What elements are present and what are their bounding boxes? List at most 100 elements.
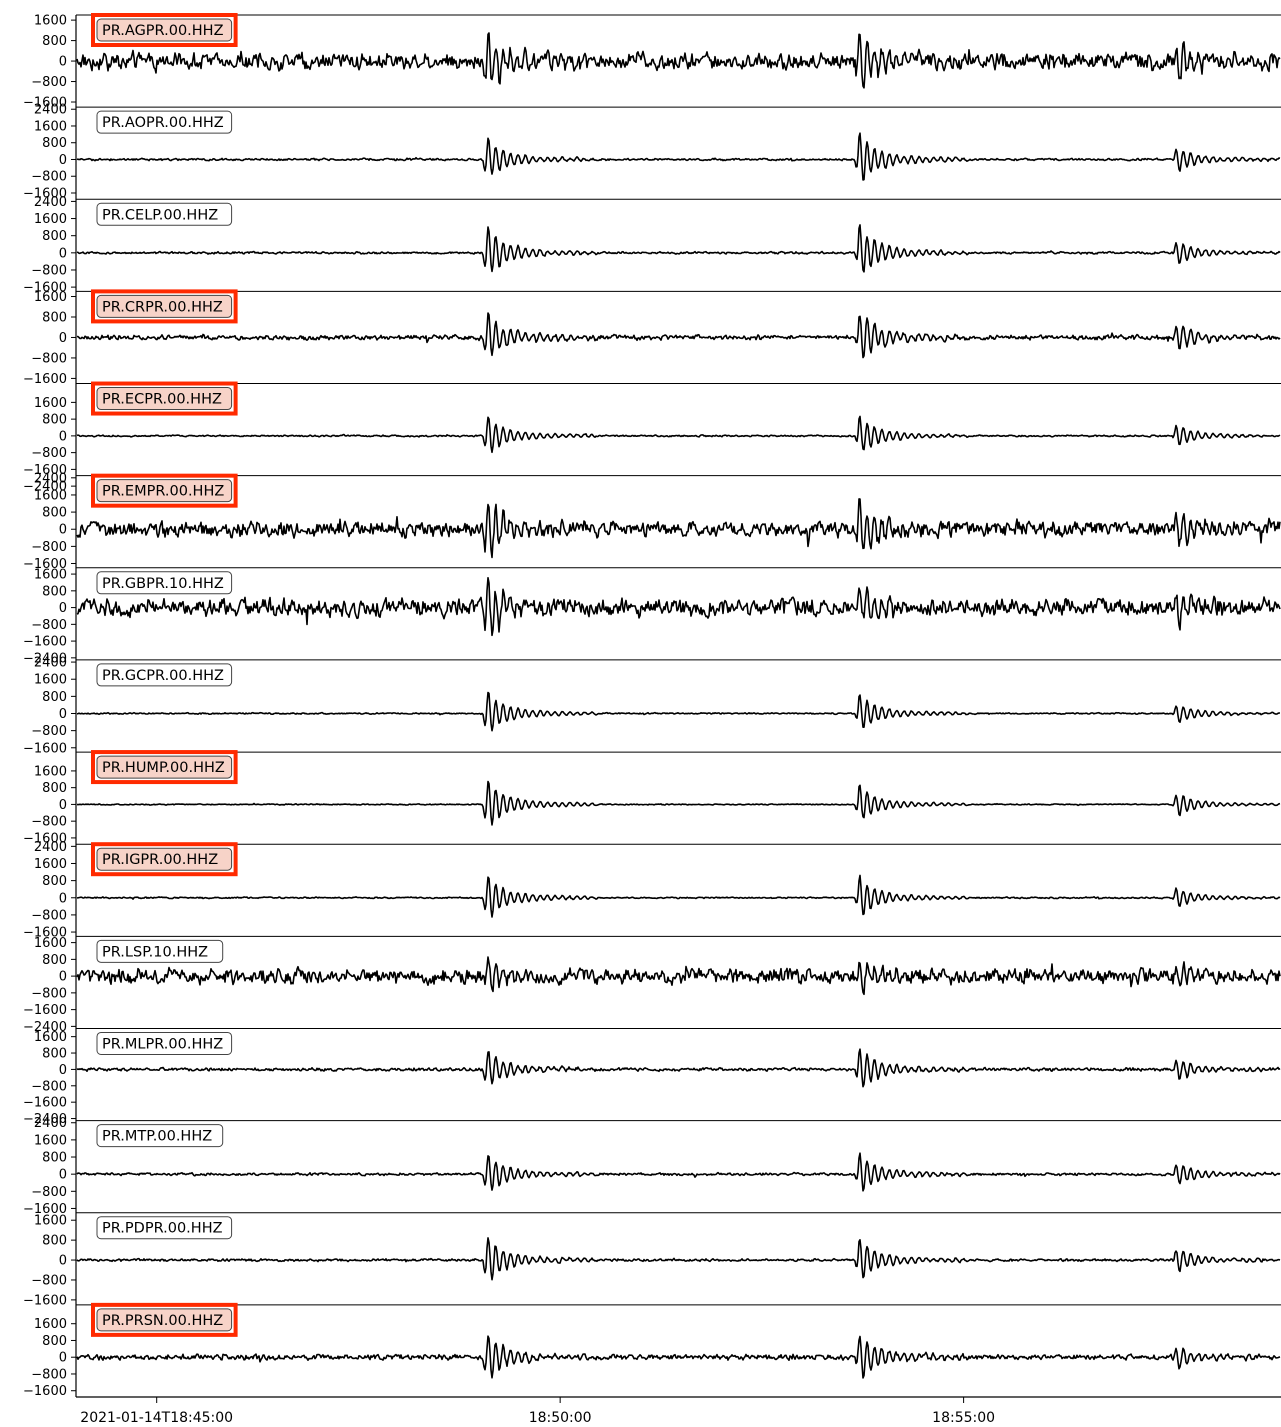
y-tick-label: −1600 xyxy=(23,557,67,572)
y-tick-label: 800 xyxy=(42,506,67,521)
y-tick-label: −1600 xyxy=(23,635,67,650)
y-tick-label: 1600 xyxy=(34,1317,67,1332)
station-label: PR.CRPR.00.HHZ xyxy=(102,299,223,315)
y-tick-label: 1600 xyxy=(34,212,67,227)
y-tick-label: −2400 xyxy=(23,1112,67,1127)
y-tick-label: 0 xyxy=(59,970,67,985)
y-tick-label: 1600 xyxy=(34,568,67,583)
y-tick-label: −800 xyxy=(31,170,67,185)
trace-panel: 1600 800 0−800 −1600 −2400 PR.LSP.10.HHZ xyxy=(23,935,1281,1035)
y-tick-label: 2400 xyxy=(34,471,67,486)
y-tick-label: −800 xyxy=(31,1273,67,1288)
station-label-box xyxy=(96,755,233,779)
y-tick-label: 1600 xyxy=(34,764,67,779)
y-tick-label: 800 xyxy=(42,1151,67,1166)
station-label: PR.CELP.00.HHZ xyxy=(102,207,218,223)
y-tick-label: 800 xyxy=(42,874,67,889)
y-tick-label: 1600 xyxy=(34,936,67,951)
y-tick-label: 800 xyxy=(42,34,67,49)
y-tick-label: 800 xyxy=(42,136,67,151)
trace-panel: 2400 1600 800 0 −800 −1600 PR.MTP.00.HHZ xyxy=(23,1116,1281,1217)
highlight-box xyxy=(91,381,238,416)
station-label: PR.PRSN.00.HHZ xyxy=(102,1313,223,1329)
y-tick-label: −800 xyxy=(31,986,67,1001)
y-tick-label: 800 xyxy=(42,690,67,705)
x-tick-label: 2021-01-14T18:45:00 xyxy=(80,1410,233,1426)
highlight-box xyxy=(91,842,238,877)
station-label-box xyxy=(96,939,224,963)
y-tick-label: −1600 xyxy=(23,1202,67,1217)
y-tick-label: −800 xyxy=(31,263,67,278)
y-tick-label: 800 xyxy=(42,1234,67,1249)
y-tick-label: −2400 xyxy=(23,651,67,666)
station-label-box xyxy=(96,479,233,503)
y-tick-label: −800 xyxy=(31,1185,67,1200)
y-tick-label: −800 xyxy=(31,815,67,830)
y-tick-label: −2400 xyxy=(23,480,67,495)
y-tick-label: −1600 xyxy=(23,463,67,478)
y-tick-label: 800 xyxy=(42,953,67,968)
y-tick-label: 1600 xyxy=(34,396,67,411)
waveform-trace xyxy=(76,1335,1281,1379)
y-tick-label: 2400 xyxy=(34,103,67,118)
station-label: PR.MLPR.00.HHZ xyxy=(102,1036,223,1052)
y-tick-label: −800 xyxy=(31,446,67,461)
y-tick-label: −1600 xyxy=(23,741,67,756)
trace-panel: 1600 800 0 −800−1600 PR.HUMP.00.HHZ xyxy=(23,750,1281,846)
y-tick-label: −1600 xyxy=(23,1293,67,1308)
station-label: PR.EMPR.00.HHZ xyxy=(102,484,224,500)
waveform-trace xyxy=(77,780,1281,826)
y-tick-label: 1600 xyxy=(34,1214,67,1229)
y-tick-label: 800 xyxy=(42,781,67,796)
y-tick-label: 0 xyxy=(59,429,67,444)
y-tick-label: −1600 xyxy=(23,831,67,846)
y-tick-label: −1600 xyxy=(23,1096,67,1111)
highlight-box xyxy=(91,13,238,47)
y-tick-label: −800 xyxy=(31,618,67,633)
y-tick-label: −1600 xyxy=(23,1384,67,1399)
trace-panel: 2400 1600 800 0 −800 −1600 PR.CELP.00.HHZ xyxy=(23,195,1281,296)
station-label-box xyxy=(96,1124,224,1148)
y-tick-label: 1600 xyxy=(34,488,67,503)
highlight-box xyxy=(91,750,238,785)
y-tick-label: 0 xyxy=(59,707,67,722)
y-tick-label: 1600 xyxy=(34,119,67,134)
y-tick-label: 2400 xyxy=(34,656,67,671)
y-tick-label: −2400 xyxy=(23,1020,67,1035)
station-label-box xyxy=(96,202,233,226)
waveform-trace xyxy=(76,576,1281,637)
y-tick-label: −800 xyxy=(31,1079,67,1094)
y-tick-label: 0 xyxy=(59,153,67,168)
y-tick-label: 2400 xyxy=(34,195,67,210)
highlight-box xyxy=(91,289,238,324)
station-label: PR.IGPR.00.HHZ xyxy=(102,852,218,868)
y-tick-label: 800 xyxy=(42,310,67,325)
y-tick-label: 800 xyxy=(42,413,67,428)
y-tick-label: −800 xyxy=(31,75,67,90)
y-tick-label: −1600 xyxy=(23,372,67,387)
y-tick-label: 2400 xyxy=(34,840,67,855)
station-label: PR.AOPR.00.HHZ xyxy=(102,115,224,131)
trace-panel: 1600 800 0 −800 −1600 PR.CRPR.00.HHZ xyxy=(23,289,1281,387)
y-tick-label: −800 xyxy=(31,540,67,555)
waveform-trace xyxy=(76,224,1281,273)
waveform-trace xyxy=(76,691,1280,732)
station-label: PR.LSP.10.HHZ xyxy=(102,944,208,960)
y-tick-label: 0 xyxy=(59,1254,67,1269)
y-tick-label: 0 xyxy=(59,55,67,70)
y-tick-label: −1600 xyxy=(23,186,67,201)
station-label: PR.AGPR.00.HHZ xyxy=(102,23,224,39)
station-label-box xyxy=(96,110,233,134)
y-tick-label: 0 xyxy=(59,1063,67,1078)
station-label: PR.HUMP.00.HHZ xyxy=(102,760,225,776)
waveform-trace xyxy=(76,415,1281,454)
y-tick-label: −800 xyxy=(31,724,67,739)
trace-panel: 2400 1600 800 0 −800 −1600 PR.GCPR.00.HHZ xyxy=(23,656,1281,756)
waveform-trace xyxy=(76,874,1281,918)
y-tick-label: 0 xyxy=(59,331,67,346)
y-tick-label: 800 xyxy=(42,229,67,244)
station-label-box xyxy=(96,18,233,42)
